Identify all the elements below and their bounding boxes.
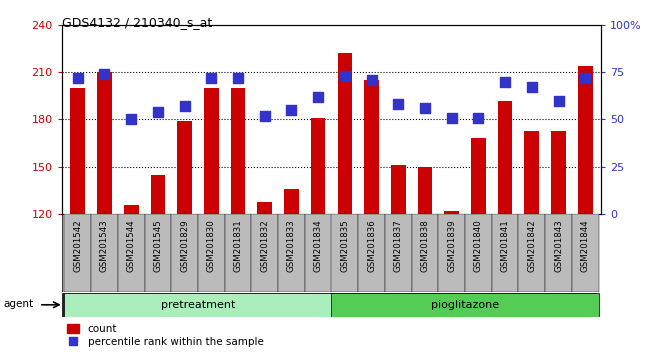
Point <box>393 102 404 107</box>
Bar <box>225 214 252 292</box>
Bar <box>578 66 593 214</box>
Bar <box>337 53 352 214</box>
Bar <box>278 214 305 292</box>
Bar <box>118 214 144 292</box>
Text: GSM201543: GSM201543 <box>100 219 109 272</box>
Bar <box>551 131 566 214</box>
Text: GSM201840: GSM201840 <box>474 219 483 272</box>
Bar <box>332 293 599 317</box>
Point <box>553 98 564 103</box>
Point <box>580 75 590 81</box>
Text: GDS4132 / 210340_s_at: GDS4132 / 210340_s_at <box>62 16 212 29</box>
Legend: count, percentile rank within the sample: count, percentile rank within the sample <box>67 324 264 347</box>
Text: GSM201844: GSM201844 <box>580 219 590 272</box>
Bar <box>391 165 406 214</box>
Bar <box>445 211 459 214</box>
Point <box>286 107 296 113</box>
Text: GSM201833: GSM201833 <box>287 219 296 272</box>
Point <box>259 113 270 119</box>
Bar <box>519 214 545 292</box>
Text: GSM201834: GSM201834 <box>314 219 322 272</box>
Bar <box>204 88 218 214</box>
Text: GSM201542: GSM201542 <box>73 219 83 272</box>
Bar <box>305 214 332 292</box>
Point <box>340 73 350 79</box>
Bar <box>284 189 299 214</box>
Bar <box>64 214 91 292</box>
Point <box>73 75 83 81</box>
Text: pretreatment: pretreatment <box>161 300 235 310</box>
Point <box>99 71 110 77</box>
Text: agent: agent <box>3 298 33 309</box>
Bar <box>471 138 486 214</box>
Text: GSM201837: GSM201837 <box>394 219 403 272</box>
Text: GSM201842: GSM201842 <box>527 219 536 272</box>
Bar <box>545 214 572 292</box>
Text: GSM201836: GSM201836 <box>367 219 376 272</box>
Text: GSM201831: GSM201831 <box>233 219 242 272</box>
Bar <box>411 214 438 292</box>
Point <box>179 103 190 109</box>
Bar <box>231 88 245 214</box>
Point <box>233 75 243 81</box>
Text: GSM201839: GSM201839 <box>447 219 456 272</box>
Bar <box>64 293 332 317</box>
Point <box>313 94 323 99</box>
Text: GSM201835: GSM201835 <box>341 219 349 272</box>
Bar <box>385 214 411 292</box>
Bar <box>572 214 599 292</box>
Bar <box>91 214 118 292</box>
Bar <box>438 214 465 292</box>
Point <box>206 75 216 81</box>
Point <box>526 85 537 90</box>
Bar <box>311 118 326 214</box>
Point <box>153 109 163 115</box>
Point <box>420 105 430 111</box>
Text: GSM201544: GSM201544 <box>127 219 136 272</box>
Bar <box>151 175 165 214</box>
Bar <box>525 131 539 214</box>
Bar <box>498 101 512 214</box>
Bar <box>97 72 112 214</box>
Text: pioglitazone: pioglitazone <box>431 300 499 310</box>
Text: GSM201829: GSM201829 <box>180 219 189 272</box>
Bar <box>364 80 379 214</box>
Point <box>473 115 484 120</box>
Point <box>447 115 457 120</box>
Bar <box>198 214 225 292</box>
Bar <box>171 214 198 292</box>
Point <box>367 77 377 82</box>
Text: GSM201841: GSM201841 <box>500 219 510 272</box>
Bar <box>124 205 138 214</box>
Bar <box>418 167 432 214</box>
Bar <box>492 214 519 292</box>
Bar <box>332 214 358 292</box>
Bar <box>358 214 385 292</box>
Bar <box>70 88 85 214</box>
Bar <box>252 214 278 292</box>
Bar <box>465 214 492 292</box>
Bar <box>144 214 171 292</box>
Text: GSM201832: GSM201832 <box>260 219 269 272</box>
Text: GSM201843: GSM201843 <box>554 219 563 272</box>
Bar <box>257 201 272 214</box>
Text: GSM201838: GSM201838 <box>421 219 430 272</box>
Point <box>126 116 136 122</box>
Point <box>500 79 510 84</box>
Bar <box>177 121 192 214</box>
Text: GSM201545: GSM201545 <box>153 219 162 272</box>
Text: GSM201830: GSM201830 <box>207 219 216 272</box>
